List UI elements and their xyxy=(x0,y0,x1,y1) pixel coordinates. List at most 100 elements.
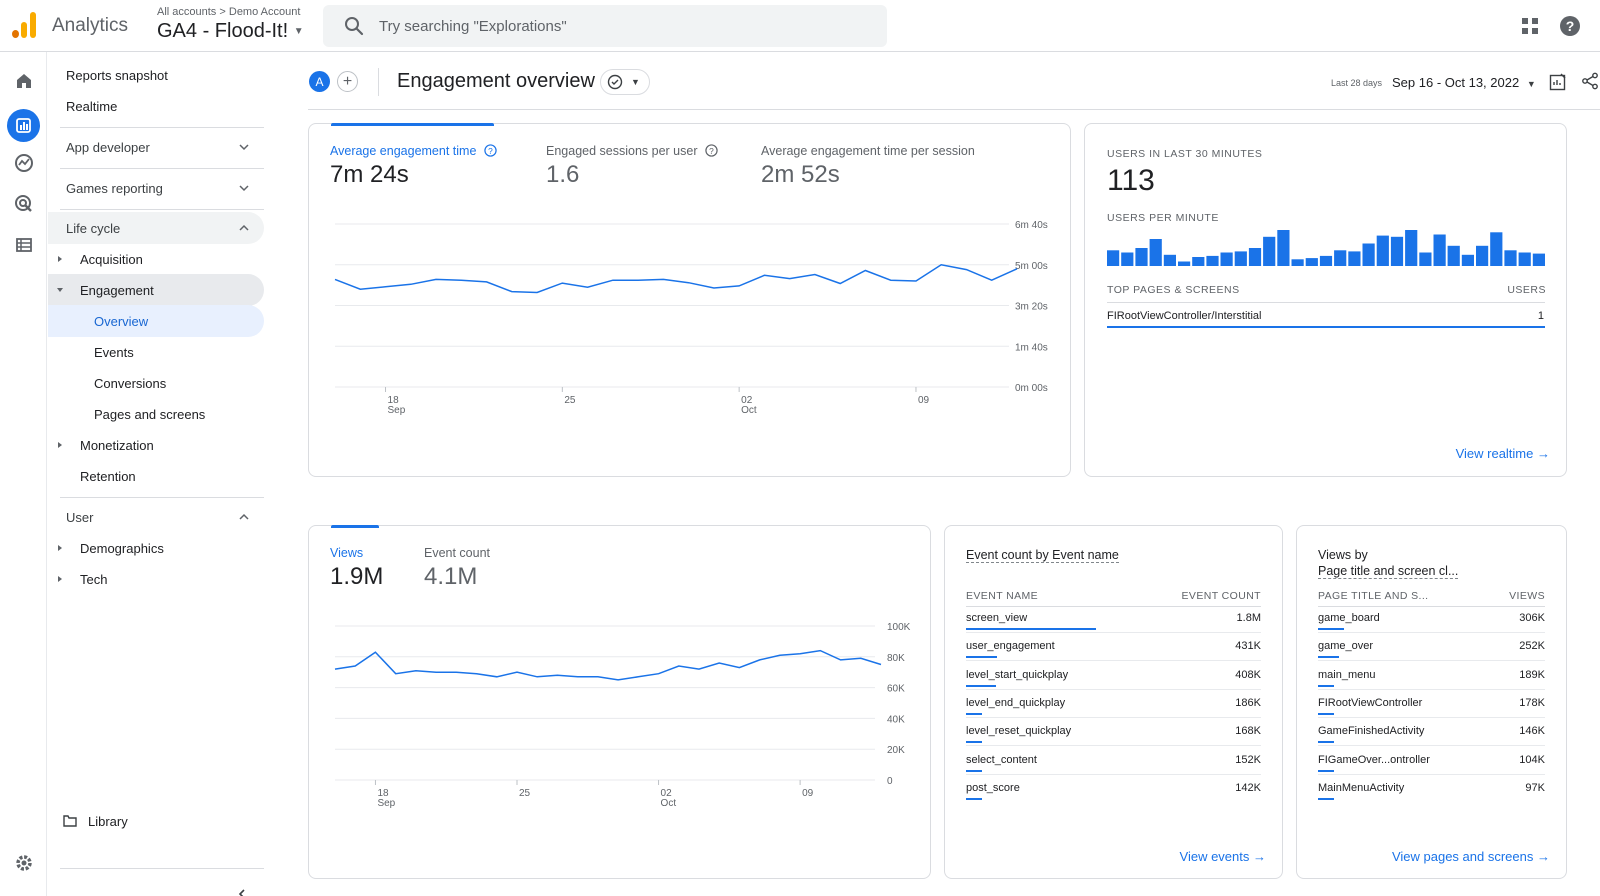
nav-monetization[interactable]: Monetization xyxy=(48,429,264,461)
per-minute-bar[interactable] xyxy=(1476,245,1489,266)
per-minute-bar[interactable] xyxy=(1461,254,1474,266)
per-minute-bar[interactable] xyxy=(1149,239,1162,266)
per-minute-bar[interactable] xyxy=(1390,236,1404,266)
table-row-name[interactable]: GameFinishedActivity xyxy=(1318,725,1425,738)
property-selector[interactable]: GA4 - Flood-It! ▼ xyxy=(157,20,304,43)
table-row-name[interactable]: MainMenuActivity xyxy=(1318,781,1405,794)
view-realtime-link[interactable]: View realtime → xyxy=(1456,446,1550,461)
nav-library[interactable]: Library xyxy=(48,805,264,837)
table-row-name[interactable]: game_board xyxy=(1318,612,1380,624)
date-range-picker[interactable]: Sep 16 - Oct 13, 2022 ▼ xyxy=(1392,75,1536,90)
table-row-name[interactable]: select_content xyxy=(966,753,1037,766)
per-minute-bar[interactable] xyxy=(1263,236,1276,266)
per-minute-bar[interactable] xyxy=(1376,235,1389,266)
per-minute-bar[interactable] xyxy=(1234,251,1247,266)
nav-app-developer[interactable]: App developer xyxy=(48,131,264,163)
per-minute-bar[interactable] xyxy=(1248,248,1262,266)
table-row-name[interactable]: level_start_quickplay xyxy=(966,668,1069,681)
per-minute-bar[interactable] xyxy=(1362,243,1375,267)
table-row-name[interactable]: main_menu xyxy=(1318,668,1376,681)
nav-reports-snapshot[interactable]: Reports snapshot xyxy=(48,59,264,91)
per-minute-bar[interactable] xyxy=(1419,252,1432,267)
nav-engagement[interactable]: Engagement xyxy=(48,274,264,306)
series-line[interactable] xyxy=(334,264,1018,294)
table-row-name[interactable]: game_over xyxy=(1318,640,1374,653)
report-status-button[interactable]: ▼ xyxy=(600,69,650,95)
table-row-name[interactable]: level_reset_quickplay xyxy=(966,725,1072,738)
per-minute-bar[interactable] xyxy=(1334,250,1347,266)
nav-life-cycle[interactable]: Life cycle xyxy=(48,212,264,244)
share-icon[interactable] xyxy=(1581,72,1599,90)
table-row-name[interactable]: FIRootViewController xyxy=(1318,696,1423,709)
metric-tab-views[interactable]: Views xyxy=(330,546,364,560)
configure-icon[interactable] xyxy=(11,232,37,258)
per-minute-bar[interactable] xyxy=(1277,230,1290,266)
nav-demographics[interactable]: Demographics xyxy=(48,532,264,564)
nav-retention[interactable]: Retention xyxy=(48,460,264,492)
per-minute-bar[interactable] xyxy=(1163,254,1176,266)
analytics-logo-icon[interactable] xyxy=(12,12,36,38)
per-minute-bar[interactable] xyxy=(1433,234,1446,267)
explore-icon[interactable] xyxy=(11,150,37,176)
settings-icon[interactable] xyxy=(11,850,37,876)
card-title[interactable]: Event count by Event name xyxy=(966,548,1119,563)
metric-tab-event-count[interactable]: Event count xyxy=(424,546,491,560)
reports-icon[interactable] xyxy=(7,109,40,142)
per-minute-bar[interactable] xyxy=(1490,232,1503,266)
row-divider xyxy=(966,632,1261,633)
add-comparison-button[interactable]: + xyxy=(337,71,358,92)
per-minute-bar[interactable] xyxy=(1121,252,1134,267)
help-circle-icon[interactable]: ? xyxy=(705,144,718,157)
per-minute-bar[interactable] xyxy=(1348,251,1361,266)
collapse-nav-icon[interactable] xyxy=(236,888,248,896)
search-input[interactable] xyxy=(323,5,887,47)
nav-conversions[interactable]: Conversions xyxy=(48,367,264,399)
nav-events[interactable]: Events xyxy=(48,336,264,368)
per-minute-bar[interactable] xyxy=(1305,258,1318,266)
table-row-name[interactable]: user_engagement xyxy=(966,640,1055,653)
nav-pages-and-screens[interactable]: Pages and screens xyxy=(48,398,264,430)
nav-games-reporting[interactable]: Games reporting xyxy=(48,172,264,204)
metric-tab-engaged-sessions[interactable]: Engaged sessions per user ? xyxy=(546,144,718,158)
per-minute-bar[interactable] xyxy=(1291,259,1304,266)
view-pages-link[interactable]: View pages and screens → xyxy=(1392,849,1550,864)
nav-user[interactable]: User xyxy=(48,501,264,533)
per-minute-bar[interactable] xyxy=(1447,245,1460,266)
per-minute-bar[interactable] xyxy=(1107,250,1120,266)
per-minute-bar[interactable] xyxy=(1135,248,1148,266)
per-minute-bar[interactable] xyxy=(1192,257,1205,266)
metric-tab-avg-engagement-time[interactable]: Average engagement time ? xyxy=(330,144,497,158)
per-minute-bar[interactable] xyxy=(1518,252,1531,267)
table-row-name[interactable]: level_end_quickplay xyxy=(966,696,1066,709)
table-row-name[interactable]: screen_view xyxy=(966,612,1028,624)
nav-label: User xyxy=(66,509,94,525)
per-minute-bar[interactable] xyxy=(1504,250,1517,266)
breadcrumb-account[interactable]: Demo Account xyxy=(228,6,301,18)
nav-label: Acquisition xyxy=(80,251,143,267)
per-minute-bar[interactable] xyxy=(1178,261,1191,267)
per-minute-bar[interactable] xyxy=(1319,255,1333,266)
y-tick-label: 0m 00s xyxy=(1015,383,1048,394)
comparison-avatar[interactable]: A xyxy=(309,71,330,92)
table-row-name[interactable]: FIGameOver...ontroller xyxy=(1318,753,1430,766)
nav-overview[interactable]: Overview xyxy=(48,305,264,337)
per-minute-bar[interactable] xyxy=(1405,230,1418,266)
per-minute-bar[interactable] xyxy=(1206,255,1219,266)
help-circle-icon[interactable]: ? xyxy=(484,144,497,157)
apps-grid-icon[interactable] xyxy=(1521,17,1539,35)
per-minute-bar[interactable] xyxy=(1220,252,1233,267)
view-events-link[interactable]: View events → xyxy=(1180,849,1266,864)
metric-tab-avg-time-per-session[interactable]: Average engagement time per session xyxy=(761,144,975,158)
home-icon[interactable] xyxy=(11,68,37,94)
help-icon[interactable]: ? xyxy=(1559,15,1581,37)
breadcrumb-accounts[interactable]: All accounts xyxy=(157,6,217,18)
per-minute-bar[interactable] xyxy=(1532,253,1545,266)
table-row-name[interactable]: post_score xyxy=(966,781,1020,794)
nav-tech[interactable]: Tech xyxy=(48,563,264,595)
series-line[interactable] xyxy=(334,649,882,681)
nav-realtime[interactable]: Realtime xyxy=(48,90,264,122)
card-title[interactable]: Views by Page title and screen cl... xyxy=(1318,548,1459,579)
nav-acquisition[interactable]: Acquisition xyxy=(48,243,264,275)
advertising-icon[interactable] xyxy=(11,191,37,217)
customize-report-icon[interactable] xyxy=(1549,73,1567,91)
